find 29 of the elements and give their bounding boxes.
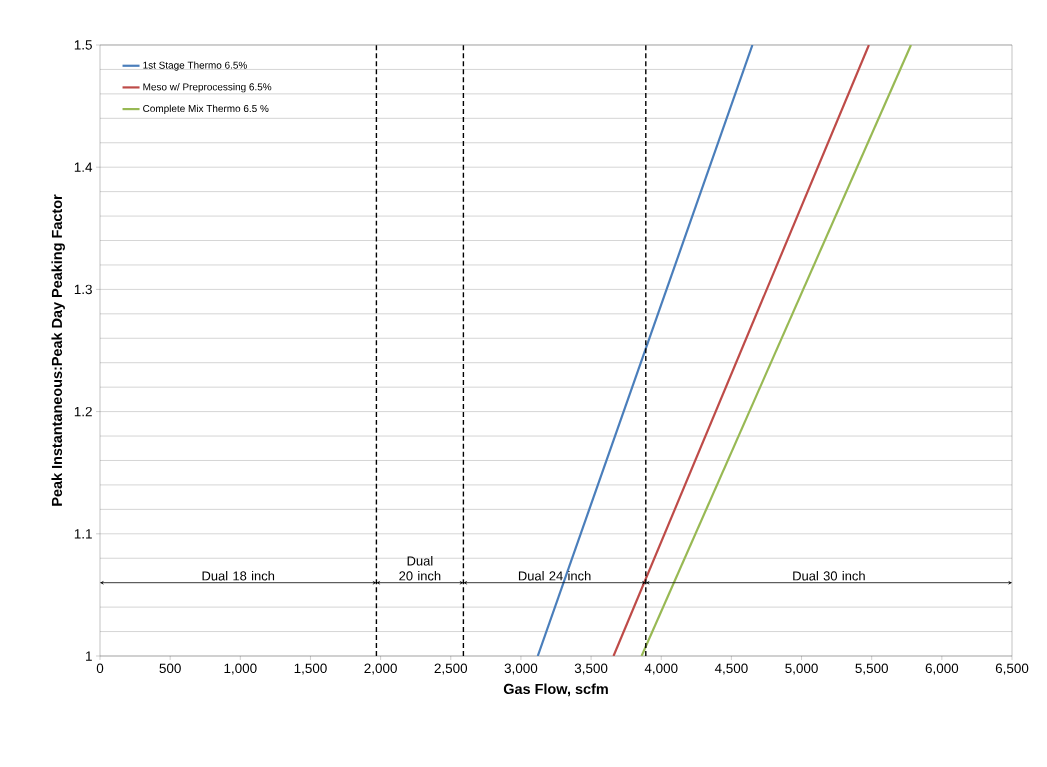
y-tick-label: 1.5 — [74, 40, 92, 50]
y-tick-label: 1.3 — [74, 284, 92, 295]
x-tick-label: 2,500 — [434, 663, 468, 675]
x-tick-label: 4,500 — [714, 663, 748, 675]
x-tick-label: 2,000 — [364, 663, 397, 675]
x-axis-title: Gas Flow, scfm — [503, 683, 608, 697]
y-tick-label: 1.1 — [74, 529, 92, 539]
x-tick-label: 1,000 — [224, 663, 257, 675]
annotation: Dual 24 inch — [518, 570, 591, 581]
x-tick-label: 4,000 — [644, 663, 678, 675]
y-tick-label: 1.2 — [74, 406, 92, 417]
y-tick-label: 1 — [86, 651, 92, 661]
x-tick-label: 3,000 — [504, 663, 538, 675]
x-tick-label: 5,500 — [855, 663, 888, 675]
x-tick-label: 0 — [96, 663, 104, 674]
x-tick-label: 500 — [159, 663, 181, 674]
y-tick-label: 1.4 — [74, 162, 93, 172]
legend-label: Complete Mix Thermo 6.5 % — [143, 104, 269, 115]
y-axis-title: Peak Instantaneous:Peak Day Peaking Factor — [51, 194, 65, 506]
annotation: Dual 30 inch — [793, 570, 865, 581]
x-tick-label: 6,000 — [925, 663, 959, 675]
annotation: Dual 20 inch — [399, 556, 441, 581]
legend-label: Meso w/ Preprocessing 6.5% — [143, 83, 272, 93]
x-tick-label: 5,000 — [785, 663, 818, 675]
x-tick-label: 1,500 — [294, 663, 327, 675]
x-tick-label: 3,500 — [574, 663, 608, 675]
annotation: Dual 18 inch — [202, 570, 275, 581]
x-tick-label: 6,500 — [995, 663, 1029, 675]
legend-label: 1st Stage Thermo 6.5% — [143, 61, 247, 71]
